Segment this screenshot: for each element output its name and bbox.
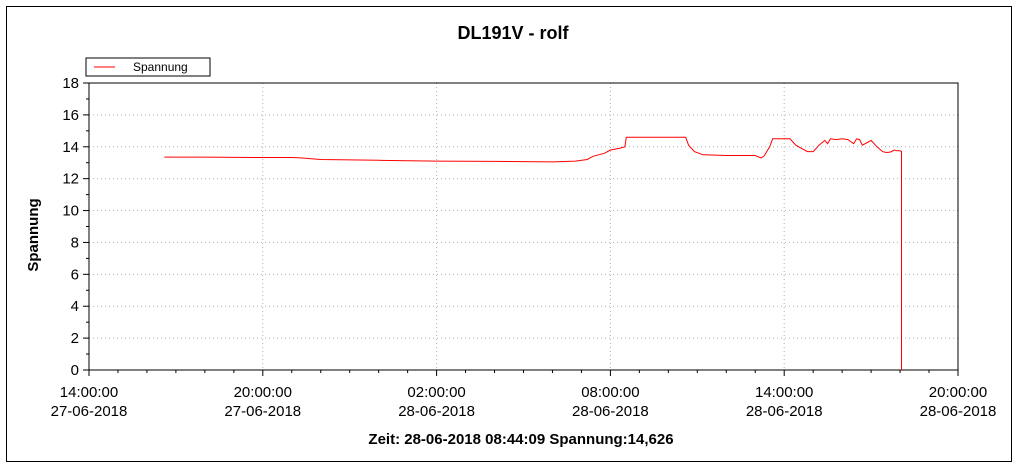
x-tick-time: 02:00:00 — [407, 384, 465, 401]
x-ticks: 14:00:00 27-06-2018 20:00:00 27-06-2018 02:0… — [51, 370, 997, 420]
y-axis-label: Spannung — [25, 198, 42, 271]
x-tick-time: 14:00:00 — [755, 384, 813, 401]
axes — [88, 82, 959, 371]
legend-box — [85, 57, 211, 77]
x-tick-date: 28-06-2018 — [572, 403, 649, 420]
x-tick-date: 28-06-2018 — [920, 403, 997, 420]
legend: Spannung — [85, 57, 211, 77]
series-line-spannung — [164, 136, 902, 370]
grid — [89, 82, 958, 370]
legend-label: Spannung — [133, 60, 188, 74]
x-tick-date: 27-06-2018 — [51, 403, 128, 420]
y-tick-label: 12 — [62, 171, 79, 188]
chart-title: DL191V - rolf — [457, 23, 569, 43]
voltage-chart: DL191V - rolf Spannung Spannung 0 2 4 6 8 10 1… — [25, 23, 997, 448]
y-tick-label: 18 — [62, 75, 79, 92]
y-tick-label: 0 — [71, 362, 79, 379]
y-tick-label: 6 — [71, 266, 79, 283]
x-tick-time: 20:00:00 — [929, 384, 987, 401]
y-ticks: 0 2 4 6 8 10 12 14 16 18 — [62, 75, 89, 379]
x-tick-date: 28-06-2018 — [746, 403, 823, 420]
x-tick-date: 27-06-2018 — [224, 403, 301, 420]
y-tick-label: 2 — [71, 330, 79, 347]
status-readout: Zeit: 28-06-2018 08:44:09 Spannung:14,62… — [368, 431, 673, 448]
y-tick-label: 8 — [71, 234, 79, 251]
x-tick-date: 28-06-2018 — [398, 403, 475, 420]
y-tick-label: 16 — [62, 107, 79, 124]
x-tick-time: 08:00:00 — [581, 384, 639, 401]
x-tick-time: 20:00:00 — [234, 384, 292, 401]
y-tick-label: 14 — [62, 139, 79, 156]
chart-frame: DL191V - rolf Spannung Spannung 0 2 4 6 8 10 1… — [6, 6, 1012, 462]
y-tick-label: 4 — [71, 298, 79, 315]
plot-area — [88, 82, 959, 371]
y-tick-label: 10 — [62, 203, 79, 220]
x-tick-time: 14:00:00 — [60, 384, 118, 401]
